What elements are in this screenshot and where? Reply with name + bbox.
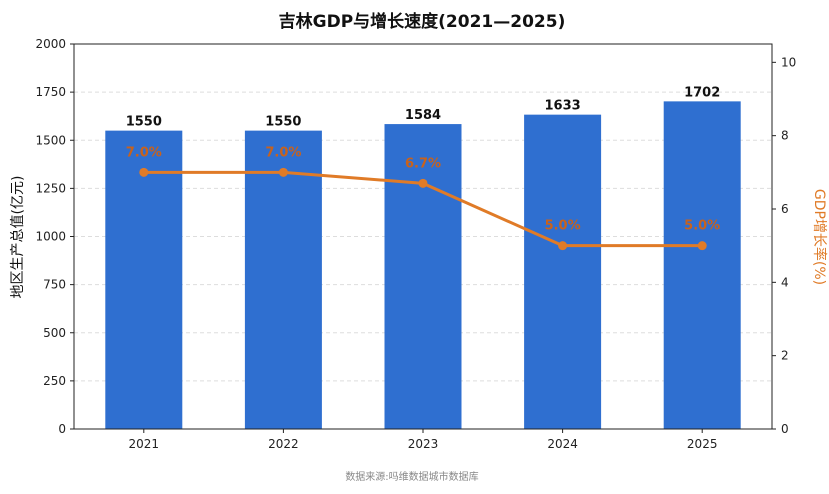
growth-rate-point: [418, 178, 428, 188]
y-axis-label: 地区生产总值(亿元): [10, 176, 26, 299]
y2-tick-label: 4: [781, 275, 789, 289]
source-note: 数据来源:吗维数据城市数据库: [345, 470, 478, 483]
y-tick-label: 2000: [35, 37, 66, 51]
growth-rate-point: [139, 167, 149, 177]
growth-rate-label: 6.7%: [405, 156, 441, 171]
y2-tick-label: 2: [781, 349, 789, 363]
bar-value-label: 1550: [265, 115, 301, 130]
axes: 0 250 500 750 1000 1250 1500 1750 2000 0 2 4 6 8 10 202…: [35, 37, 796, 451]
y-tick-label: 1750: [35, 85, 66, 99]
y2-tick-label: 8: [781, 129, 789, 143]
y2-axis-label: GDP增长率(%): [811, 189, 828, 285]
growth-rate-label: 5.0%: [684, 219, 720, 234]
x-tick-label: 2023: [408, 437, 439, 451]
chart-title: 吉林GDP与增长速度(2021—2025): [279, 11, 566, 32]
bar-2025: [663, 101, 741, 430]
growth-rate-point: [558, 241, 568, 251]
bar-value-label: 1584: [405, 108, 441, 123]
bar-series: 1550 1550 1584 1633 1702: [105, 85, 741, 430]
bar-2024: [524, 114, 602, 430]
y-tick-label: 1000: [35, 230, 66, 244]
x-tick-label: 2022: [268, 437, 299, 451]
bar-value-label: 1550: [126, 115, 162, 130]
bar-2022: [244, 130, 322, 429]
growth-rate-label: 5.0%: [545, 219, 581, 234]
x-tick-label: 2025: [687, 437, 718, 451]
bar-value-label: 1702: [684, 85, 720, 100]
line-series: 7.0% 7.0% 6.7% 5.0% 5.0%: [126, 145, 720, 251]
y2-tick-label: 0: [781, 422, 789, 436]
y-tick-label: 0: [58, 422, 66, 436]
x-tick-label: 2024: [547, 437, 578, 451]
y2-tick-label: 10: [781, 55, 796, 69]
y-tick-label: 1500: [35, 133, 66, 147]
x-tick-label: 2021: [129, 437, 160, 451]
bar-2023: [384, 124, 462, 429]
y-tick-label: 1250: [35, 181, 66, 195]
bar-2021: [105, 130, 183, 429]
growth-rate-point: [697, 241, 707, 251]
y-tick-label: 500: [43, 326, 66, 340]
growth-rate-label: 7.0%: [126, 145, 162, 160]
y-tick-label: 250: [43, 374, 66, 388]
y-tick-label: 750: [43, 278, 66, 292]
growth-rate-point: [278, 167, 288, 177]
y2-tick-label: 6: [781, 202, 789, 216]
bar-value-label: 1633: [545, 99, 581, 114]
growth-rate-label: 7.0%: [265, 145, 301, 160]
